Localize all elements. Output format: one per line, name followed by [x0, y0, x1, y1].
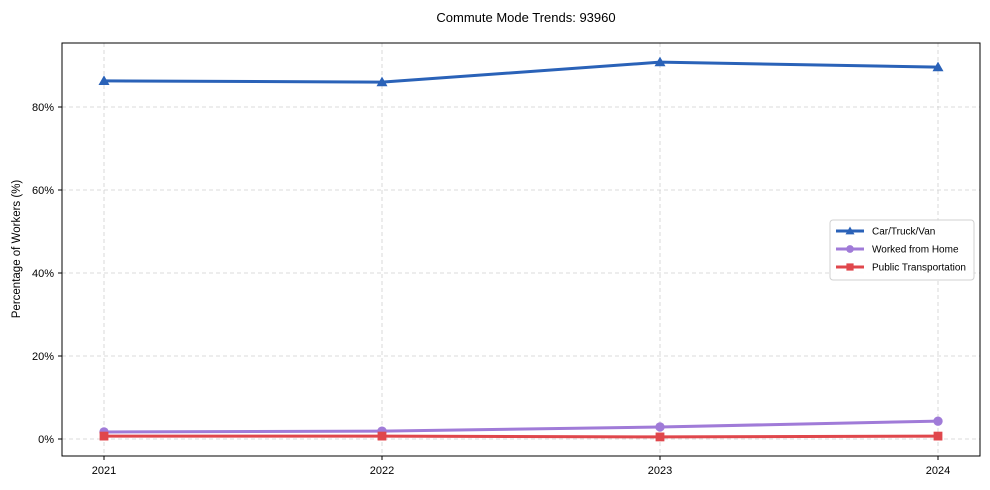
y-axis-ticks: 0% 20% 40% 60% 80%	[32, 102, 62, 446]
legend: Car/Truck/Van Worked from Home Public Tran…	[829, 219, 975, 281]
y-tick-label: 40%	[32, 268, 54, 280]
circle-marker	[655, 422, 665, 432]
triangle-marker	[845, 226, 855, 235]
legend-label: Car/Truck/Van	[872, 227, 935, 238]
data-series	[98, 56, 944, 442]
triangle-marker	[376, 76, 388, 87]
x-tick-label: 2021	[92, 465, 116, 477]
triangle-marker	[932, 61, 944, 72]
series-car-truck-van	[98, 56, 944, 87]
legend-label: Public Transportation	[872, 263, 966, 274]
series-worked-from-home	[99, 416, 943, 437]
series-line	[104, 434, 939, 439]
square-marker	[99, 431, 109, 441]
x-tick-label: 2023	[648, 465, 672, 477]
x-tick-label: 2022	[370, 465, 394, 477]
circle-marker	[846, 245, 854, 253]
series-line	[103, 60, 939, 84]
y-tick-label: 60%	[32, 185, 54, 197]
square-marker	[846, 263, 854, 271]
triangle-marker	[98, 75, 110, 85]
square-marker	[933, 431, 943, 441]
square-marker	[377, 431, 387, 441]
legend-item: Car/Truck/Van	[836, 226, 935, 238]
y-tick-label: 20%	[32, 351, 54, 363]
series-public-transportation	[99, 431, 943, 442]
x-axis-ticks: 2021 2022 2023 2024	[92, 456, 950, 477]
legend-box	[829, 219, 975, 281]
y-tick-label: 80%	[32, 102, 54, 114]
plot-area-frame	[61, 42, 981, 457]
legend-label: Worked from Home	[872, 245, 959, 256]
circle-marker	[933, 416, 943, 426]
x-tick-label: 2024	[926, 465, 950, 477]
series-line	[103, 419, 939, 434]
legend-item: Worked from Home	[836, 245, 959, 256]
y-axis-label: Percentage of Workers (%)	[11, 180, 23, 319]
triangle-marker	[654, 56, 666, 67]
y-tick-label: 0%	[38, 434, 54, 446]
legend-item: Public Transportation	[836, 263, 966, 274]
square-marker	[655, 432, 665, 442]
chart-title: Commute Mode Trends: 93960	[436, 10, 615, 25]
